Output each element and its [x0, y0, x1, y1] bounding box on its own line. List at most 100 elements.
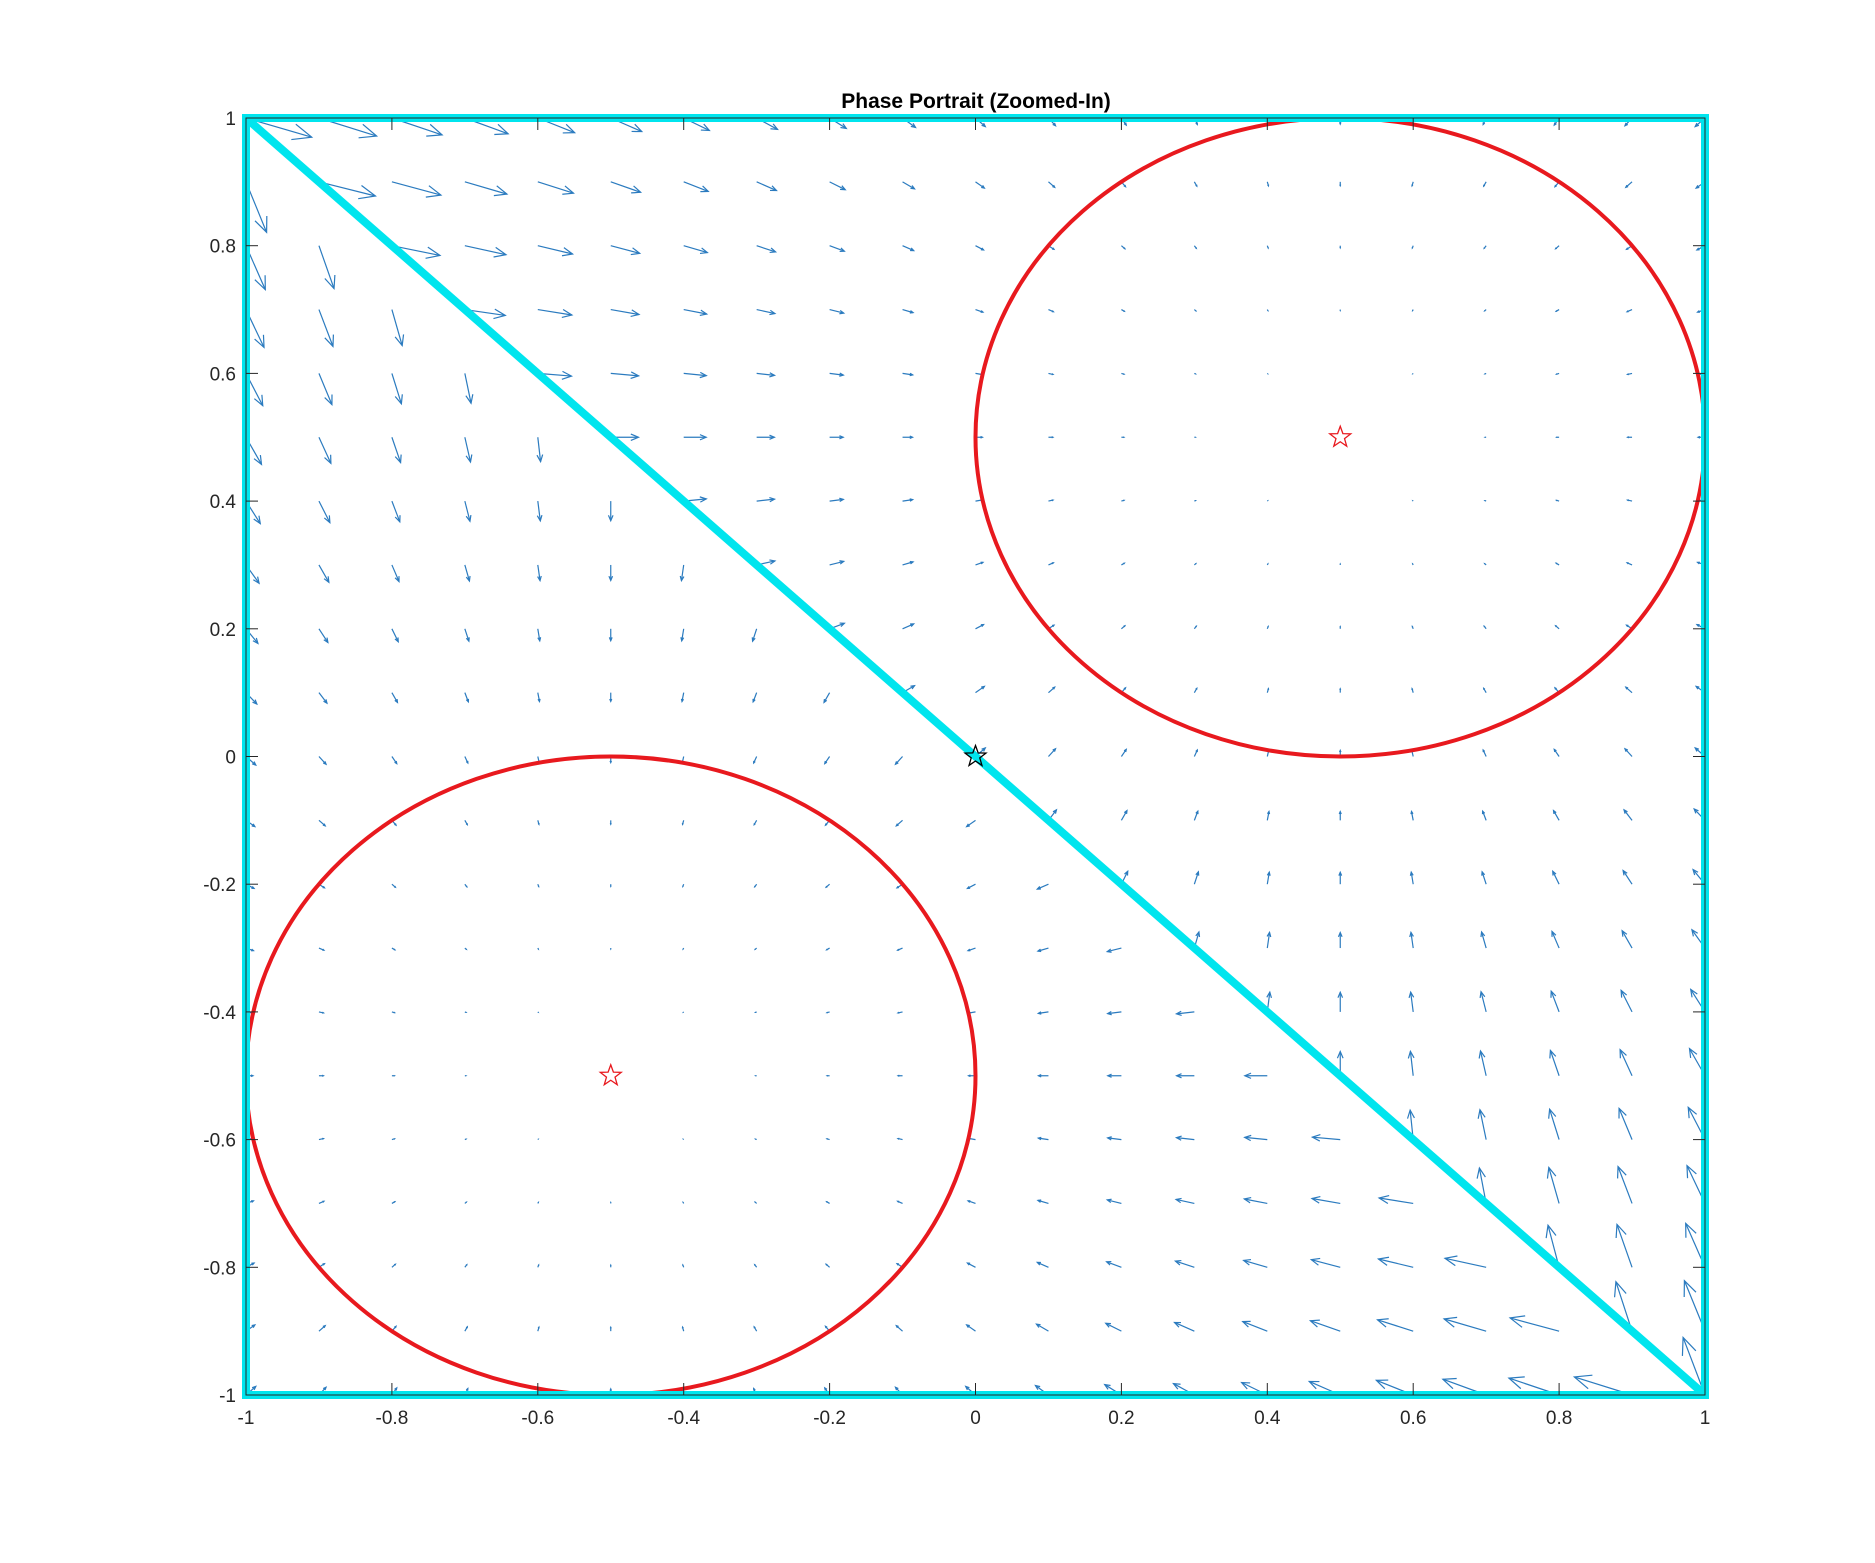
quiver-arrow — [825, 947, 830, 951]
y-tick-label: -0.8 — [203, 1258, 236, 1279]
quiver-arrow — [391, 564, 400, 583]
quiver-arrow — [756, 181, 778, 192]
quiver-arrow — [965, 819, 976, 828]
quiver-arrow — [391, 1011, 397, 1014]
quiver-arrow — [464, 1138, 468, 1141]
quiver-arrow — [391, 756, 398, 765]
quiver-arrow — [829, 245, 846, 253]
quiver-arrow — [680, 628, 685, 643]
quiver-arrow — [1048, 686, 1056, 694]
quiver-arrow — [975, 245, 985, 251]
x-tick-label: 0 — [970, 1408, 981, 1429]
quiver-arrow — [1121, 436, 1126, 439]
quiver-arrow — [1625, 499, 1633, 502]
quiver-arrow — [391, 245, 442, 259]
quiver-arrow — [1036, 1136, 1049, 1141]
quiver-arrow — [975, 181, 986, 189]
quiver-arrow — [609, 820, 612, 826]
quiver-arrow — [318, 1200, 326, 1204]
quiver-arrow — [1554, 499, 1560, 502]
quiver-arrow — [1121, 624, 1127, 630]
quiver-arrow — [1310, 1195, 1341, 1205]
quiver-arrow — [756, 308, 777, 316]
quiver-arrow — [823, 756, 831, 765]
quiver-arrow — [1624, 181, 1633, 189]
quiver-arrow — [318, 564, 330, 584]
quiver-arrow — [1105, 1198, 1122, 1205]
x-tick-label: -1 — [238, 1408, 255, 1429]
quiver-arrow — [975, 308, 985, 313]
quiver-arrow — [1408, 990, 1415, 1012]
quiver-arrow — [1409, 870, 1414, 885]
quiver-arrow — [1619, 1048, 1633, 1076]
quiver-arrow — [1105, 1260, 1122, 1268]
quiver-arrow — [464, 437, 473, 464]
quiver-arrow — [1193, 562, 1198, 566]
quiver-arrow — [1339, 625, 1342, 629]
quiver-arrow — [1266, 181, 1270, 188]
quiver-arrow — [824, 1263, 830, 1268]
quiver-arrow — [902, 435, 915, 439]
quiver-arrow — [1035, 1261, 1049, 1268]
star-marker — [1327, 424, 1353, 448]
star-marker — [963, 743, 988, 767]
quiver-arrow — [1036, 947, 1049, 953]
quiver-arrow — [1048, 562, 1055, 566]
quiver-arrow — [756, 372, 777, 378]
quiver-arrow — [756, 434, 776, 440]
y-tick-label: 0.2 — [210, 620, 236, 641]
quiver-arrow — [1308, 1319, 1341, 1332]
quiver-arrow — [1242, 1258, 1268, 1268]
quiver-arrow — [1618, 1106, 1633, 1140]
quiver-arrow — [682, 947, 685, 951]
quiver-arrow — [391, 1074, 396, 1077]
quiver-arrow — [1194, 499, 1198, 502]
quiver-arrow — [318, 1324, 327, 1332]
quiver-arrow — [391, 373, 403, 406]
quiver-arrow — [608, 564, 614, 583]
quiver-arrow — [464, 692, 470, 704]
quiver-arrow — [1339, 181, 1342, 188]
quiver-arrow — [1121, 309, 1126, 313]
quiver-arrow — [829, 497, 845, 502]
quiver-arrow — [537, 1263, 540, 1268]
quiver-arrow — [1480, 930, 1487, 949]
quiver-arrow — [1409, 930, 1414, 949]
quiver-arrow — [753, 1138, 757, 1141]
quiver-arrow — [1121, 562, 1126, 566]
x-tick-label: 0.8 — [1546, 1408, 1572, 1429]
quiver-arrow — [318, 628, 329, 644]
quiver-arrow — [902, 623, 916, 630]
y-tick-label: -1 — [219, 1386, 236, 1407]
quiver-arrow — [1554, 309, 1560, 313]
quiver-arrow — [464, 628, 470, 643]
quiver-arrow — [1175, 1073, 1195, 1079]
quiver-layer — [245, 117, 1706, 1396]
marker-layer — [598, 424, 1353, 1087]
quiver-arrow — [464, 820, 469, 827]
quiver-arrow — [966, 883, 976, 890]
quiver-arrow — [1266, 245, 1269, 250]
quiver-arrow — [753, 883, 758, 889]
quiver-arrow — [318, 692, 328, 705]
quiver-arrow — [1620, 989, 1633, 1013]
quiver-arrow — [537, 181, 575, 195]
quiver-arrow — [1193, 309, 1198, 312]
quiver-arrow — [825, 1138, 830, 1141]
quiver-arrow — [537, 947, 540, 951]
quiver-arrow — [1553, 748, 1560, 757]
y-axis: -1 -0.8 -0.6 -0.4 -0.2 0 0.2 0.4 0.6 0.8 1 — [203, 109, 1705, 1407]
quiver-arrow — [537, 628, 542, 643]
quiver-arrow — [464, 756, 469, 765]
quiver-arrow — [1048, 436, 1055, 439]
quiver-arrow — [537, 245, 575, 257]
quiver-arrow — [895, 819, 903, 827]
quiver-arrow — [1616, 1165, 1633, 1204]
quiver-arrow — [829, 372, 845, 377]
quiver-arrow — [1194, 372, 1198, 375]
quiver-arrow — [391, 692, 399, 704]
quiver-arrow — [1266, 625, 1269, 630]
quiver-arrow — [1266, 687, 1270, 693]
